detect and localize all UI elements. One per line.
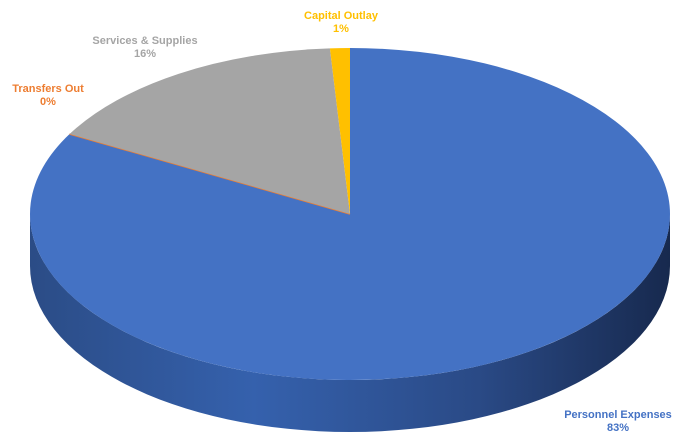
slice-label-capital-outlay: Capital Outlay (304, 10, 379, 22)
slice-value-transfers-out: 0% (40, 96, 56, 108)
slice-value-capital-outlay: 1% (333, 23, 349, 35)
pie-slice-services-supplies (69, 48, 351, 215)
pie-side-personnel-expenses (30, 214, 670, 432)
slice-value-personnel-expenses: 83% (607, 422, 629, 434)
slice-label-services-supplies: Services & Supplies (92, 35, 197, 47)
slice-label-transfers-out: Transfers Out (12, 83, 84, 95)
pie-sides (30, 214, 670, 432)
pie-tops (29, 48, 670, 380)
slice-label-personnel-expenses: Personnel Expenses (564, 409, 672, 421)
pie-slice-capital-outlay (329, 48, 350, 214)
slice-value-services-supplies: 16% (134, 48, 156, 60)
pie-slice-transfers-out (69, 133, 351, 215)
